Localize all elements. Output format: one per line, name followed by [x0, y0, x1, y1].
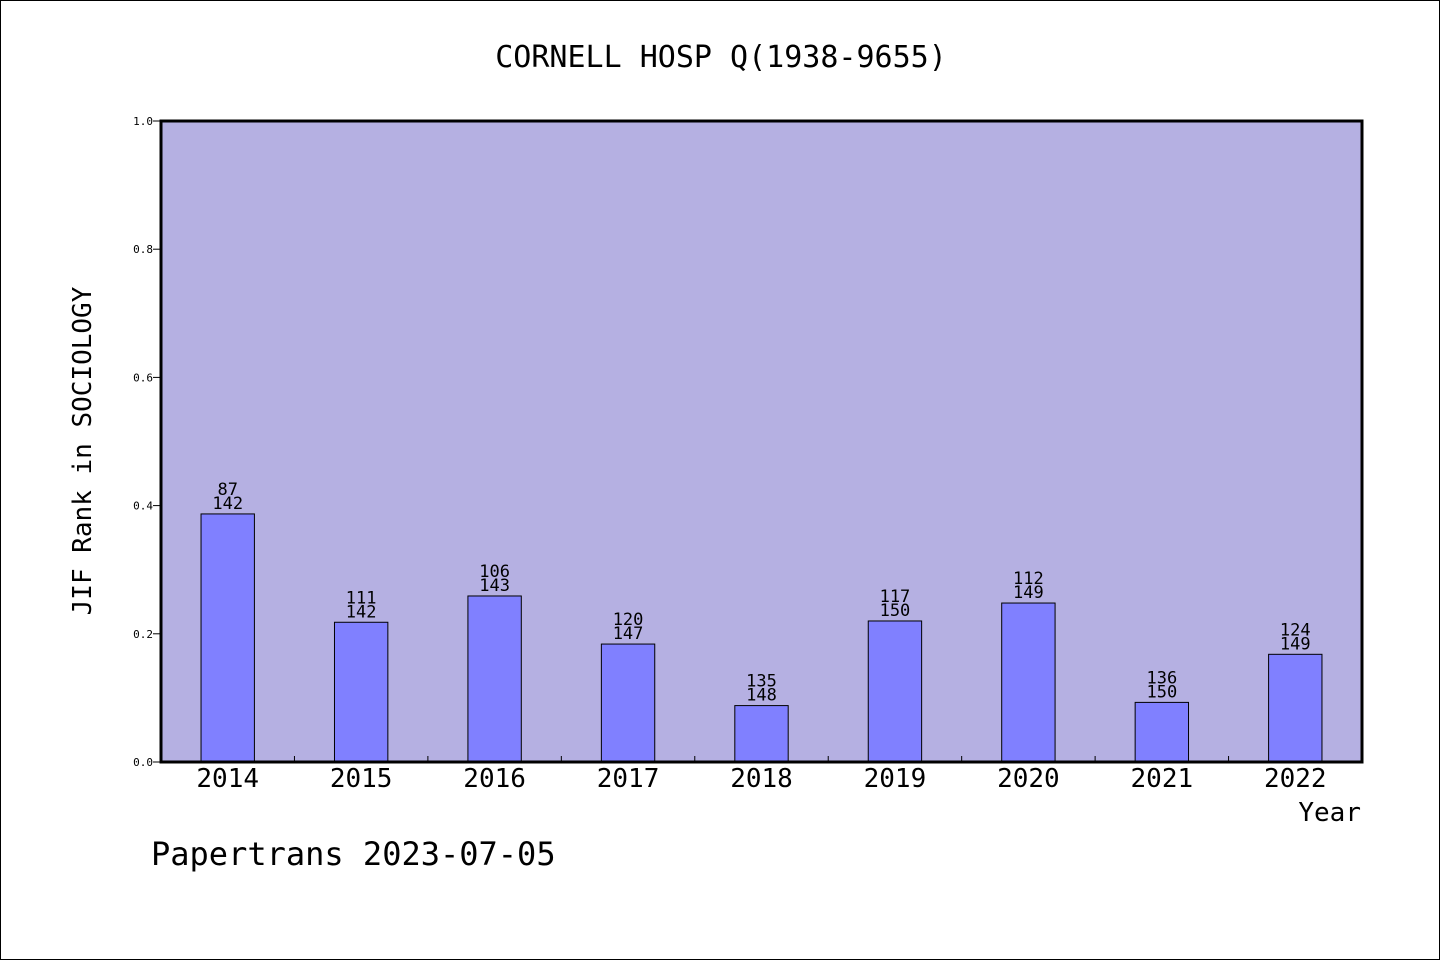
bar	[1001, 602, 1056, 763]
bar-total-label: 143	[479, 576, 510, 596]
bar-rank-label: 87	[217, 480, 237, 500]
footer-note: Papertrans 2023-07-05	[151, 835, 556, 873]
bar-rank-label: 136	[1146, 668, 1177, 688]
bar-rank-label: 112	[1013, 569, 1044, 589]
y-tick-label: 0.6	[133, 371, 153, 384]
bar-rank-label: 106	[479, 562, 510, 582]
x-tick-label: 2014	[196, 764, 259, 794]
bar-total-label: 142	[212, 494, 243, 514]
y-tick-label: 1.0	[133, 115, 153, 128]
y-axis: 0.0 0.2 0.4 0.6 0.8 1.0	[133, 115, 161, 769]
bar-total-label: 149	[1013, 583, 1044, 603]
bar-total-label: 147	[613, 624, 644, 644]
y-tick-label: 0.0	[133, 756, 153, 769]
x-tick-label: 2015	[330, 764, 393, 794]
bars-group: 8714211114210614312014713514811715011214…	[200, 480, 1323, 763]
bar-total-label: 150	[880, 601, 911, 621]
bar	[600, 643, 656, 763]
bar	[467, 595, 522, 763]
x-tick-label: 2022	[1264, 764, 1327, 794]
y-tick-label: 0.2	[133, 628, 153, 641]
bar	[1134, 701, 1190, 763]
x-axis: 2014 2015 2016 2017 2018 2019 2020 2021 2022	[196, 756, 1327, 794]
bar-total-label: 142	[346, 602, 377, 622]
bar	[867, 620, 923, 763]
bar-total-label: 149	[1280, 634, 1311, 654]
x-axis-label: Year	[1298, 798, 1361, 828]
x-tick-label: 2020	[997, 764, 1060, 794]
x-tick-label: 2018	[730, 764, 793, 794]
bar	[734, 705, 789, 763]
bar-rank-label: 120	[613, 610, 644, 630]
bar-rank-label: 124	[1280, 620, 1311, 640]
bar	[200, 513, 255, 763]
bar-rank-label: 135	[746, 672, 777, 692]
x-tick-label: 2021	[1131, 764, 1194, 794]
bar-total-label: 148	[746, 686, 777, 706]
bar	[333, 621, 389, 763]
chart-title: CORNELL HOSP Q(1938-9655)	[495, 40, 947, 75]
bar-total-label: 150	[1146, 682, 1177, 702]
bar	[1268, 653, 1323, 763]
x-tick-label: 2017	[597, 764, 660, 794]
plot-border	[159, 119, 1364, 764]
x-tick-label: 2019	[864, 764, 927, 794]
y-axis-label: JIF Rank in SOCIOLOGY	[68, 286, 98, 615]
x-tick-label: 2016	[463, 764, 526, 794]
y-tick-label: 0.4	[133, 500, 153, 513]
y-tick-label: 0.8	[133, 243, 153, 256]
bar-rank-label: 111	[346, 588, 377, 608]
bar-rank-label: 117	[880, 587, 911, 607]
